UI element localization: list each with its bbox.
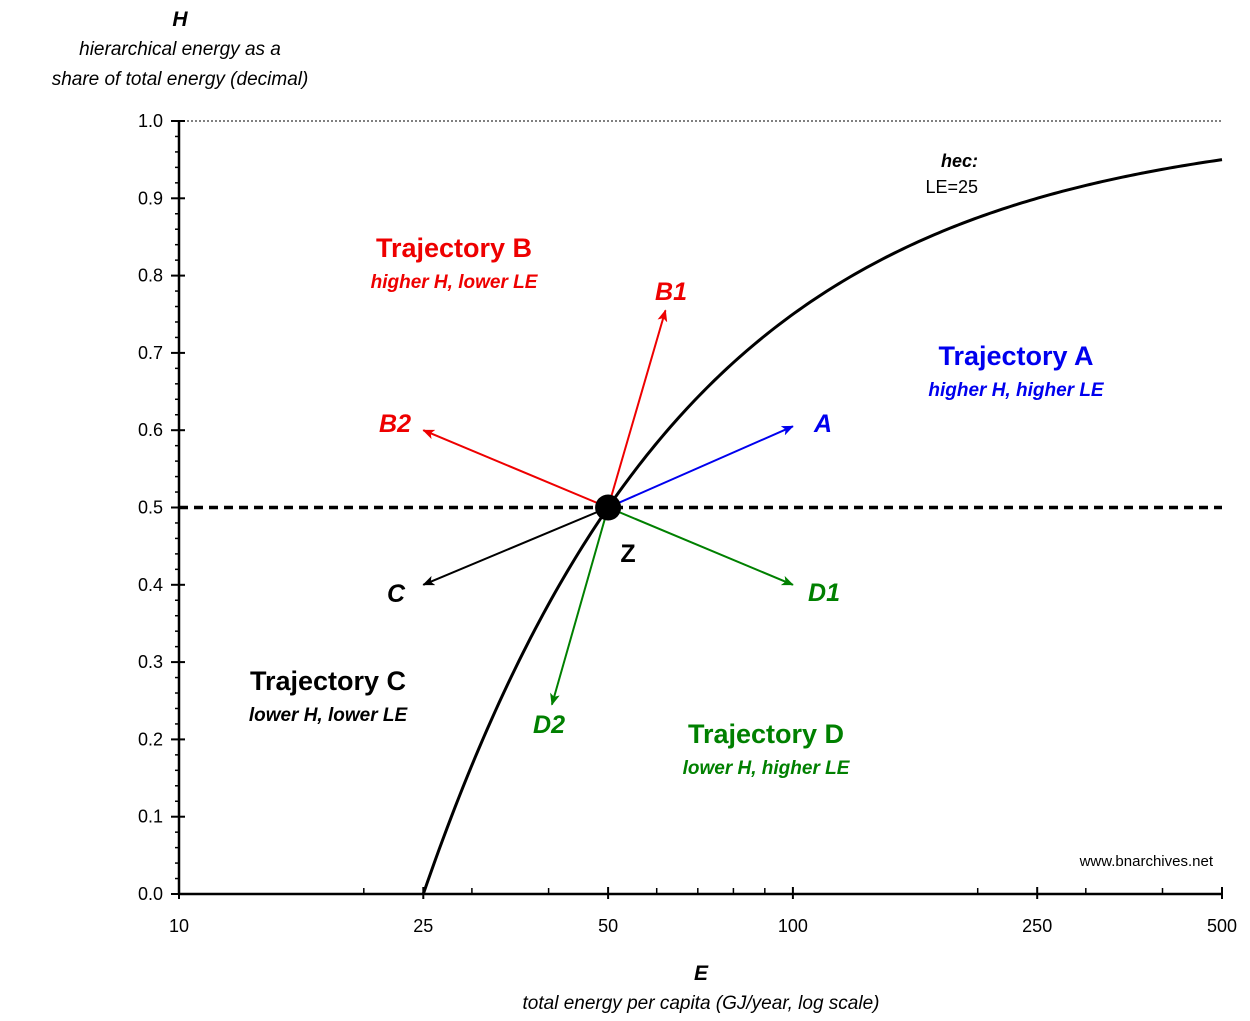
arrow-d2 xyxy=(550,507,610,706)
arrow-label-b1: B1 xyxy=(655,278,687,306)
x-tick-label: 10 xyxy=(169,916,189,936)
trajectory-d-title: Trajectory D xyxy=(688,719,844,749)
trajectory-a-title: Trajectory A xyxy=(938,341,1093,371)
point-z-marker xyxy=(595,494,622,521)
tick-group: 0.0 0.1 0.2 0.3 0.4 0.5 0.6 0.7 0.8 0.9 1.0 10 25 50 1… xyxy=(138,111,1237,936)
arrow-label-d1: D1 xyxy=(808,579,840,607)
y-tick-label: 1.0 xyxy=(138,111,163,131)
y-axis-title: H xyxy=(172,8,188,31)
y-tick-label: 0.2 xyxy=(138,729,163,749)
trajectory-b-subtitle: higher H, lower LE xyxy=(371,272,539,293)
y-tick-label: 0.0 xyxy=(138,884,163,904)
y-axis-subtitle-line1: hierarchical energy as a xyxy=(79,39,281,60)
y-tick-label: 0.7 xyxy=(138,343,163,363)
trajectory-d-subtitle: lower H, higher LE xyxy=(683,758,851,779)
hec-curve-label: hec: xyxy=(941,151,978,171)
source-label: www.bnarchives.net xyxy=(1079,853,1214,870)
y-tick-label: 0.1 xyxy=(138,807,163,827)
x-tick-label: 100 xyxy=(778,916,808,936)
trajectory-a-subtitle: higher H, higher LE xyxy=(928,380,1105,401)
y-axis-subtitle-line2: share of total energy (decimal) xyxy=(52,69,309,90)
arrow-group xyxy=(422,309,794,706)
y-tick-label: 0.3 xyxy=(138,652,163,672)
point-z-label: Z xyxy=(620,540,635,568)
y-tick-label: 0.9 xyxy=(138,188,163,208)
hec-curve-sublabel: LE=25 xyxy=(925,177,978,197)
x-axis-title: E xyxy=(694,962,709,985)
arrow-b2 xyxy=(422,429,609,509)
x-tick-label: 50 xyxy=(598,916,618,936)
trajectory-b-title: Trajectory B xyxy=(376,233,532,263)
arrow-label-b2: B2 xyxy=(379,410,411,438)
trajectory-c-subtitle: lower H, lower LE xyxy=(249,705,409,726)
x-tick-label: 500 xyxy=(1207,916,1237,936)
arrow-a xyxy=(607,425,794,509)
hec-curve xyxy=(421,158,1223,895)
arrow-label-c: C xyxy=(387,580,406,608)
x-tick-label: 250 xyxy=(1022,916,1052,936)
arrow-label-a: A xyxy=(813,410,832,438)
y-tick-label: 0.6 xyxy=(138,420,163,440)
y-tick-label: 0.5 xyxy=(138,498,163,518)
trajectory-c-title: Trajectory C xyxy=(250,666,406,696)
arrow-d1 xyxy=(607,506,794,586)
x-axis-subtitle: total energy per capita (GJ/year, log sc… xyxy=(523,993,880,1014)
y-tick-label: 0.4 xyxy=(138,575,163,595)
arrow-b1 xyxy=(607,309,668,508)
y-tick-label: 0.8 xyxy=(138,266,163,286)
arrow-label-d2: D2 xyxy=(533,711,565,739)
arrow-c xyxy=(422,506,609,586)
x-tick-label: 25 xyxy=(413,916,433,936)
